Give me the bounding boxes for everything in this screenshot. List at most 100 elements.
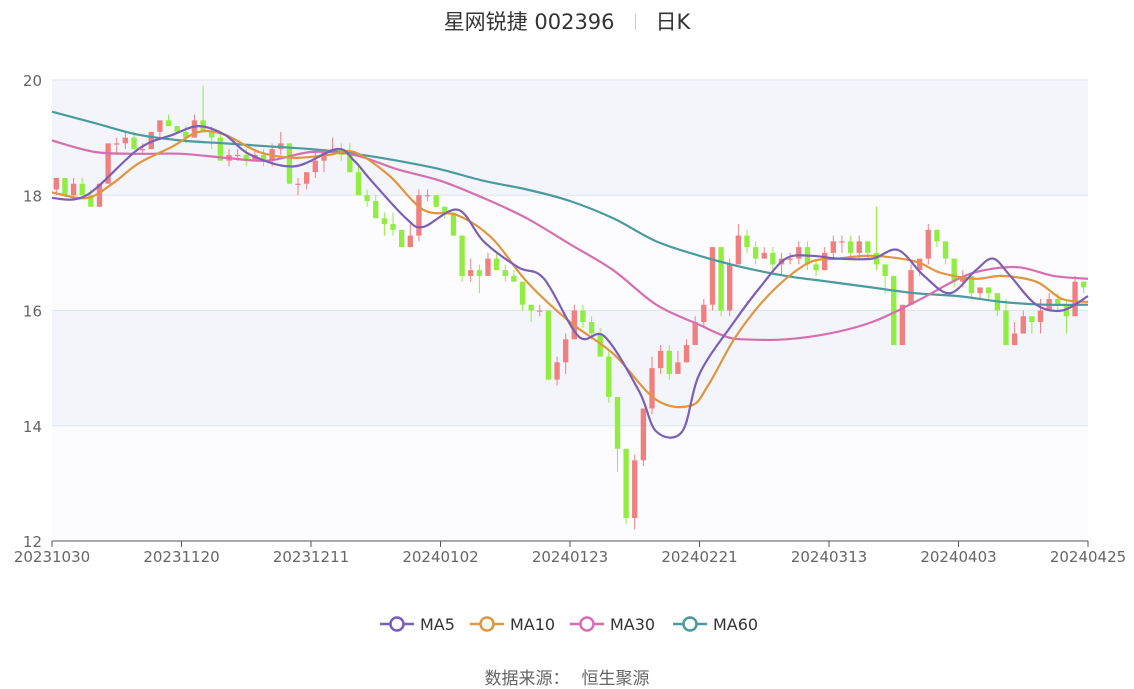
candle — [468, 258, 474, 282]
candle — [796, 241, 802, 265]
x-tick-label: 20231211 — [273, 548, 349, 566]
candle-body — [53, 177, 59, 190]
candle — [260, 149, 267, 167]
candle — [381, 212, 388, 236]
chart-title: 星网锐捷 002396 日K — [0, 6, 1134, 36]
candle-body — [813, 264, 819, 271]
candle — [761, 247, 767, 259]
candle — [79, 177, 85, 196]
plot-band — [52, 425, 1088, 541]
candle-body — [1011, 333, 1018, 346]
candle-body — [355, 172, 362, 196]
candle-body — [485, 258, 491, 276]
plot-band — [52, 80, 1088, 196]
x-tick-label: 20240123 — [532, 548, 608, 566]
candle — [986, 287, 992, 299]
candle — [925, 224, 931, 265]
y-tick-label: 20 — [23, 72, 42, 90]
candle-body — [79, 183, 85, 196]
candle-body — [968, 275, 975, 294]
stock-name-code: 星网锐捷 002396 — [443, 10, 615, 34]
candle — [96, 183, 103, 207]
x-tick-label: 20231120 — [143, 548, 219, 566]
candle-body — [286, 143, 293, 184]
legend-marker — [479, 616, 495, 632]
candle — [675, 350, 681, 374]
candle-body — [390, 224, 396, 230]
candle-body — [908, 270, 914, 305]
candle-body — [683, 345, 690, 363]
candle-body — [105, 143, 111, 184]
candle-body — [373, 201, 379, 219]
candle-body — [433, 195, 439, 207]
candle — [519, 281, 526, 311]
candle-body — [925, 229, 931, 259]
candle-body — [666, 350, 672, 374]
candle-body — [1037, 310, 1044, 323]
y-tick-label: 18 — [23, 187, 42, 205]
candle-body — [675, 362, 681, 374]
candle-body — [424, 195, 431, 197]
candle-body — [381, 218, 388, 225]
candle-body — [450, 212, 457, 236]
plot-band — [52, 310, 1088, 426]
candle — [623, 448, 629, 524]
candle-body — [1029, 316, 1035, 323]
x-tick-label: 20240221 — [661, 548, 737, 566]
candle — [1072, 275, 1078, 317]
candle — [537, 304, 543, 317]
candle-body — [243, 154, 249, 161]
candle — [424, 189, 431, 202]
candle — [1081, 281, 1087, 294]
candle-body — [1020, 316, 1026, 334]
candle-body — [632, 460, 638, 518]
candle — [217, 131, 224, 161]
candle-body — [519, 281, 526, 305]
candle-body — [493, 258, 500, 271]
candle-body — [312, 160, 318, 173]
candle-body — [174, 126, 180, 132]
candle — [1029, 316, 1035, 334]
legend-marker — [682, 616, 698, 632]
candle-body — [442, 206, 448, 213]
candle — [614, 396, 621, 472]
candle-body — [139, 149, 146, 151]
ma5-line — [51, 125, 1089, 439]
candle-body — [131, 137, 137, 150]
candle — [485, 252, 491, 276]
candle — [942, 241, 949, 265]
period-label: 日K — [655, 10, 691, 34]
candle — [1003, 298, 1009, 346]
candle-body — [727, 264, 733, 311]
candle-body — [899, 304, 906, 346]
candle-body — [606, 356, 612, 397]
candle — [770, 247, 776, 271]
x-tick-label: 20240425 — [1050, 548, 1126, 566]
candle-body — [657, 350, 664, 369]
candle-body — [623, 448, 629, 518]
candle — [364, 189, 370, 207]
legend-item-ma10: MA10 — [470, 615, 555, 634]
y-tick-label: 12 — [23, 533, 42, 551]
candle — [347, 143, 353, 173]
candle-body — [882, 264, 888, 276]
candle-body — [1063, 304, 1070, 317]
candle-body — [1055, 298, 1061, 305]
candle-body — [459, 235, 465, 276]
legend-label: MA10 — [510, 615, 555, 634]
source-label: 数据来源： — [484, 669, 570, 689]
candle-body — [1072, 281, 1078, 317]
candle-body — [554, 362, 560, 380]
candle — [312, 149, 318, 178]
candle-body — [942, 241, 949, 259]
candle — [709, 247, 716, 311]
candle-body — [398, 229, 405, 248]
candle — [899, 304, 906, 346]
x-axis: 20231030 20231120 20231211 20240102 20240123… — [14, 540, 1126, 566]
candle — [114, 137, 120, 155]
candle-body — [830, 241, 836, 253]
legend-label: MA30 — [610, 615, 655, 634]
candle — [148, 131, 154, 150]
candle-body — [260, 154, 267, 161]
candle — [398, 229, 405, 248]
